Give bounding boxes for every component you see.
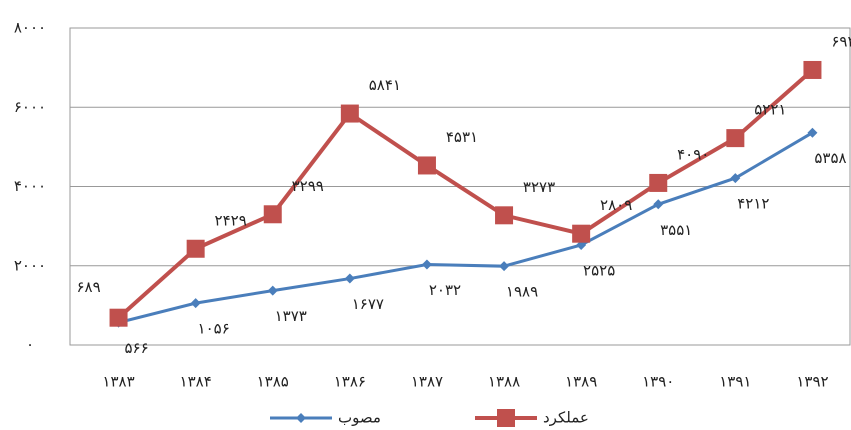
legend-label: عملکرد	[543, 409, 589, 427]
x-tick-label: ۱۳۹۱	[719, 373, 751, 391]
point	[421, 259, 432, 270]
point	[649, 173, 668, 192]
data-label: ۲۸۰۹	[600, 196, 632, 214]
data-label: ۴۲۱۲	[737, 195, 769, 213]
x-tick-label: ۱۳۸۵	[257, 373, 289, 391]
data-label: ۳۲۹۹	[292, 177, 324, 195]
series-line	[117, 68, 814, 320]
point	[726, 129, 745, 148]
x-tick-label: ۱۳۸۸	[488, 373, 520, 391]
data-label: ۱۰۵۶	[198, 320, 230, 338]
x-tick-label: ۱۳۹۰	[642, 373, 674, 391]
point	[417, 156, 436, 175]
data-label: ۲۵۲۵	[583, 261, 615, 279]
y-tick-label: ۴۰۰۰	[14, 177, 46, 195]
data-label: ۴۰۹۰	[677, 145, 709, 163]
x-tick-label: ۱۳۸۶	[334, 373, 366, 391]
point	[499, 261, 510, 272]
data-label: ۱۹۸۹	[506, 283, 538, 301]
point	[730, 173, 741, 184]
point	[495, 206, 514, 225]
point	[109, 308, 128, 327]
point	[344, 273, 355, 284]
data-label: ۵۲۲۱	[754, 101, 786, 119]
data-label: ۲۴۲۹	[215, 211, 247, 229]
y-tick-label: ۶۰۰۰	[14, 98, 46, 116]
point	[267, 285, 278, 296]
y-tick-label: ۸۰۰۰	[14, 19, 46, 37]
x-tick-label: ۱۳۹۲	[796, 373, 828, 391]
legend-marker	[296, 413, 306, 423]
x-tick-label: ۱۳۸۹	[565, 373, 597, 391]
point	[186, 239, 205, 258]
point	[263, 205, 282, 224]
data-label: ۱۳۷۳	[275, 307, 307, 325]
point	[340, 104, 359, 123]
data-label: ۲۰۳۲	[429, 281, 461, 299]
legend-marker	[497, 409, 515, 427]
y-tick-label: ۲۰۰۰	[14, 256, 46, 274]
point	[807, 127, 818, 138]
data-label: ۵۳۵۸	[814, 149, 846, 167]
data-label: ۴۵۳۱	[446, 128, 478, 146]
data-label: ۱۶۷۷	[352, 295, 384, 313]
data-label: ۶۸۹	[76, 278, 100, 296]
x-tick-label: ۱۳۸۷	[411, 373, 443, 391]
data-label: ۳۵۵۱	[660, 221, 692, 239]
data-label: ۵۶۶	[124, 339, 148, 357]
data-label: ۵۸۴۱	[369, 76, 401, 94]
point	[190, 298, 201, 309]
point	[572, 224, 591, 243]
legend-label: مصوب	[338, 409, 381, 427]
data-label: ۳۲۷۳	[523, 178, 555, 196]
x-tick-label: ۱۳۸۳	[102, 373, 134, 391]
x-tick-label: ۱۳۸۴	[180, 373, 212, 391]
y-tick-label: ۰	[26, 336, 34, 354]
series-line	[118, 131, 814, 325]
data-label: ۶۹۴۱	[831, 32, 851, 50]
point	[653, 199, 664, 210]
point	[803, 60, 822, 79]
